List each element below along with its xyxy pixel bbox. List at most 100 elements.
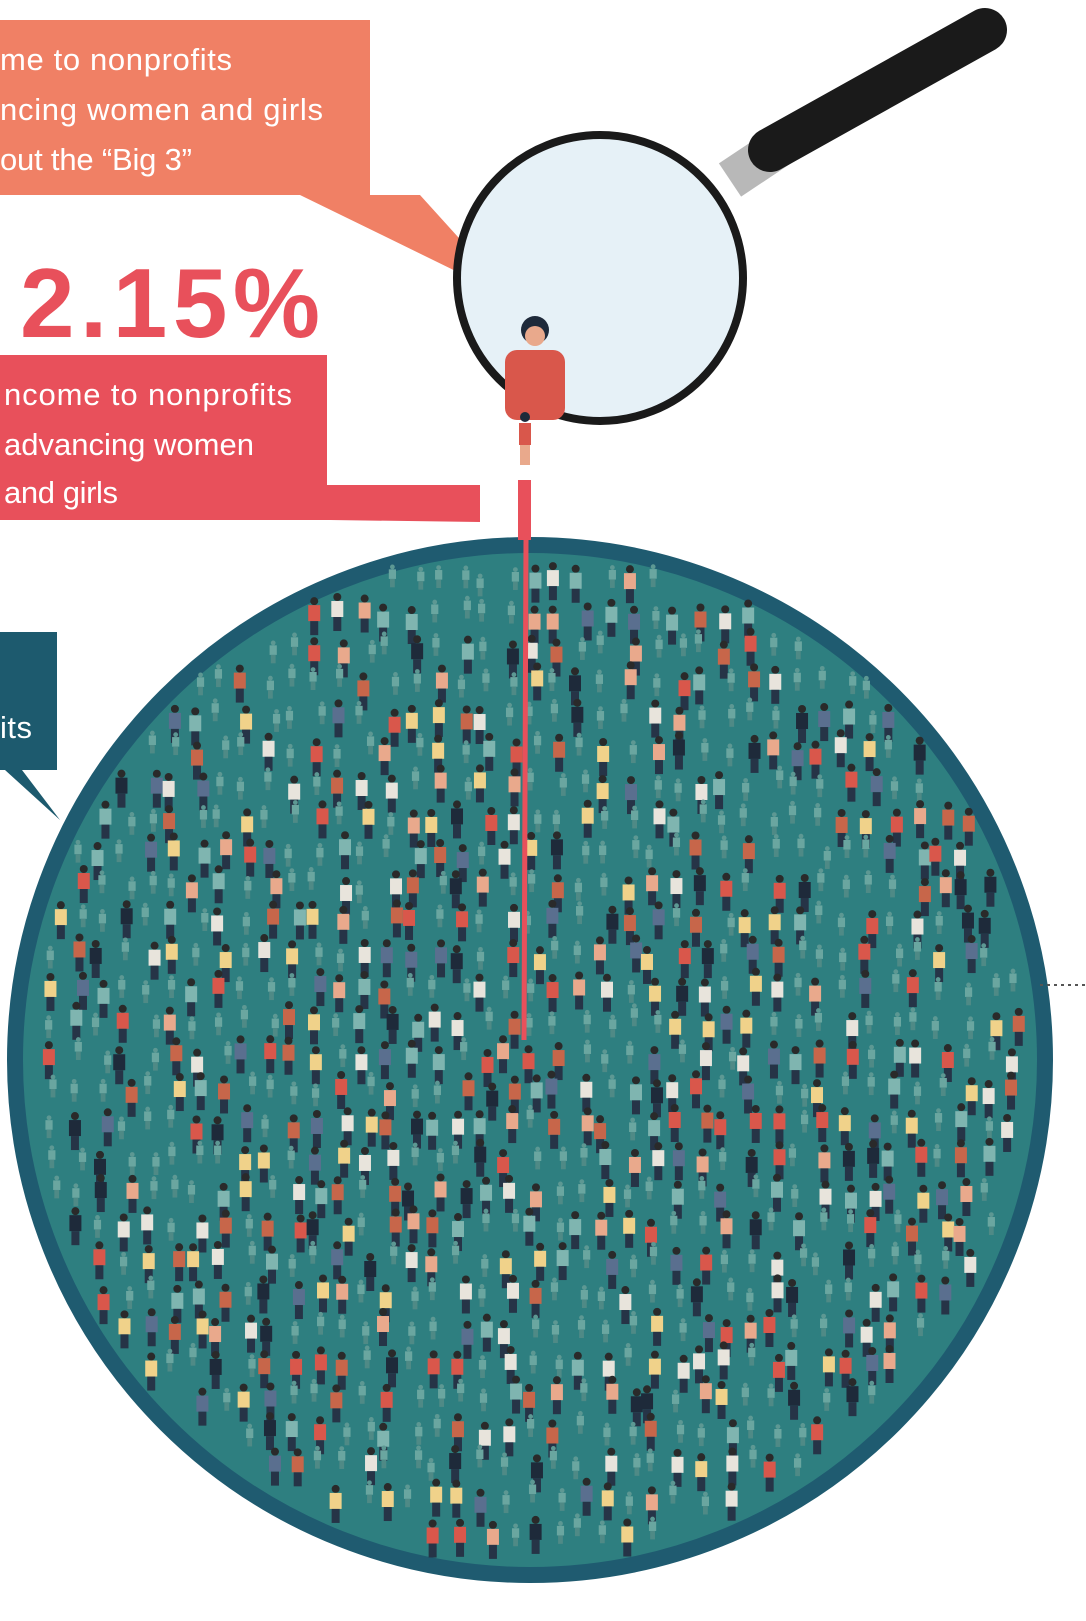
person-body bbox=[473, 981, 486, 998]
person-body bbox=[94, 1182, 107, 1199]
person-legs bbox=[890, 888, 895, 898]
person-legs bbox=[558, 1266, 567, 1281]
person-head bbox=[788, 1278, 797, 1287]
person-head bbox=[405, 901, 414, 910]
person-head bbox=[505, 1418, 514, 1427]
person-legs bbox=[295, 925, 304, 940]
person-body bbox=[212, 873, 225, 890]
person-body bbox=[503, 1182, 516, 1199]
person-head bbox=[816, 1008, 821, 1013]
person-body bbox=[451, 1020, 464, 1037]
person-legs bbox=[920, 902, 929, 917]
person-legs bbox=[461, 1051, 467, 1061]
person-head bbox=[986, 1116, 992, 1122]
person-legs bbox=[340, 1058, 346, 1068]
person-body bbox=[728, 1051, 737, 1062]
person-head bbox=[242, 705, 251, 714]
person-head bbox=[703, 1104, 712, 1113]
person-legs bbox=[213, 1264, 222, 1279]
person-head bbox=[71, 1207, 80, 1216]
person-body bbox=[646, 1453, 654, 1463]
person-legs bbox=[750, 687, 759, 702]
person-body bbox=[645, 1494, 658, 1511]
person-body bbox=[632, 840, 640, 850]
person-body bbox=[887, 1281, 900, 1298]
person-body bbox=[415, 1426, 423, 1437]
person-legs bbox=[260, 1374, 269, 1389]
person-legs bbox=[507, 717, 512, 726]
person-legs bbox=[355, 1029, 364, 1044]
person-legs bbox=[742, 1397, 748, 1406]
person-body bbox=[749, 1449, 757, 1460]
person-head bbox=[189, 1180, 194, 1185]
person-body bbox=[125, 1086, 138, 1103]
person-legs bbox=[510, 792, 519, 807]
person-legs bbox=[792, 1198, 798, 1208]
orange-callout bbox=[0, 20, 515, 300]
person-body bbox=[167, 980, 176, 990]
person-body bbox=[648, 1358, 661, 1375]
person-body bbox=[838, 979, 846, 990]
person-head bbox=[290, 775, 299, 784]
person-body bbox=[572, 1461, 580, 1471]
person-legs bbox=[168, 1119, 174, 1128]
person-head bbox=[508, 1274, 517, 1283]
person-head bbox=[407, 1244, 416, 1253]
person-head bbox=[936, 1108, 941, 1114]
person-head bbox=[93, 1012, 98, 1018]
person-head bbox=[437, 939, 446, 948]
person-legs bbox=[844, 849, 850, 858]
person-head bbox=[392, 899, 401, 908]
person-body bbox=[916, 1318, 925, 1328]
person-body bbox=[913, 1086, 922, 1096]
person-head bbox=[312, 1109, 321, 1118]
person-body bbox=[528, 613, 541, 630]
person-head bbox=[331, 1484, 340, 1493]
person-body bbox=[965, 943, 978, 960]
person-body bbox=[211, 915, 224, 932]
person-legs bbox=[165, 1030, 174, 1045]
person-head bbox=[773, 705, 779, 711]
person-body bbox=[911, 918, 924, 935]
person-legs bbox=[843, 1085, 848, 1095]
person-legs bbox=[548, 629, 557, 644]
person-head bbox=[407, 973, 413, 978]
person-head bbox=[790, 771, 796, 777]
person-head bbox=[863, 675, 869, 681]
person-head bbox=[333, 1013, 339, 1019]
person-head bbox=[702, 738, 708, 743]
person-head bbox=[700, 799, 706, 805]
person-body bbox=[676, 985, 689, 1002]
person-head bbox=[920, 841, 929, 850]
person-legs bbox=[583, 626, 592, 641]
person-legs bbox=[840, 1131, 849, 1146]
person-head bbox=[332, 1384, 341, 1393]
person-head bbox=[198, 1310, 207, 1319]
person-body bbox=[240, 713, 253, 730]
person-head bbox=[1007, 1048, 1016, 1057]
person-body bbox=[669, 1485, 677, 1496]
person-head bbox=[699, 1176, 705, 1181]
person-body bbox=[355, 1054, 368, 1071]
person-head bbox=[654, 673, 660, 679]
person-body bbox=[377, 611, 390, 628]
person-body bbox=[473, 1118, 486, 1135]
person-body bbox=[390, 1246, 398, 1256]
person-legs bbox=[609, 579, 615, 588]
person-head bbox=[149, 730, 155, 736]
person-head bbox=[695, 867, 704, 876]
person-head bbox=[623, 1518, 632, 1527]
person-body bbox=[212, 809, 220, 819]
person-body bbox=[99, 808, 112, 825]
person-legs bbox=[436, 1197, 445, 1212]
person-body bbox=[187, 1251, 200, 1268]
person-legs bbox=[748, 959, 757, 974]
person-legs bbox=[509, 963, 518, 978]
woman-body bbox=[505, 350, 565, 420]
person-head bbox=[75, 933, 84, 942]
person-legs bbox=[910, 1021, 916, 1031]
person-legs bbox=[818, 882, 824, 892]
person-head bbox=[530, 1350, 536, 1356]
person-body bbox=[411, 1291, 419, 1301]
person-body bbox=[452, 1118, 465, 1135]
